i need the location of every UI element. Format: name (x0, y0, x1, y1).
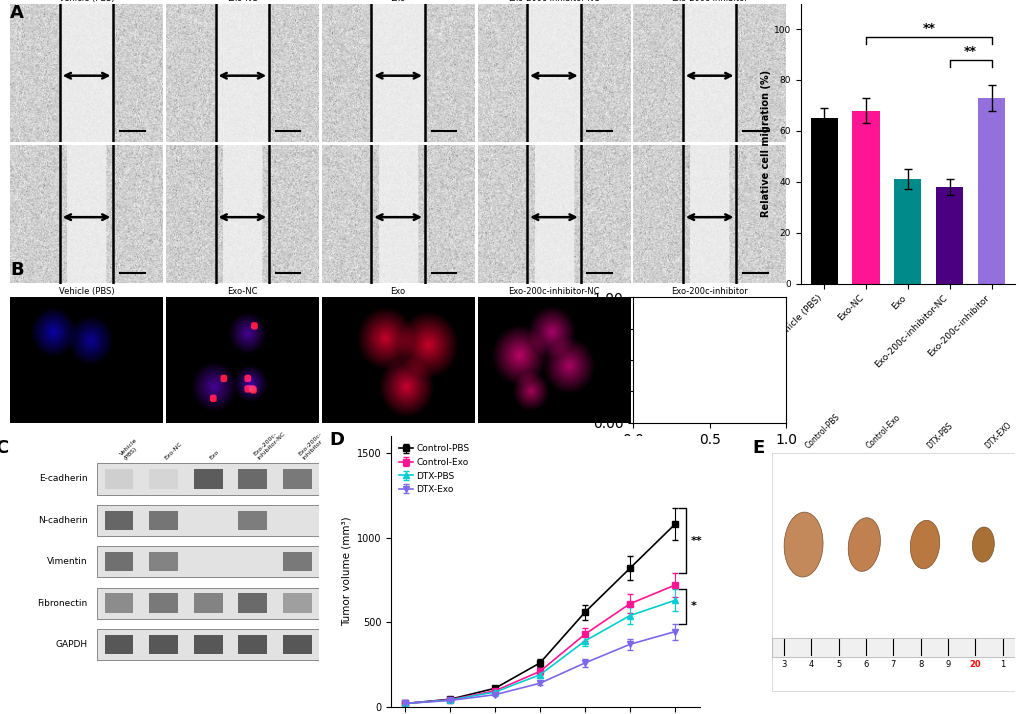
Bar (149, 593, 178, 613)
Bar (282, 635, 311, 654)
Text: GAPDH: GAPDH (55, 640, 88, 649)
Text: 5: 5 (836, 660, 841, 668)
Bar (194, 635, 222, 654)
Text: 1: 1 (1000, 660, 1005, 668)
Text: B: B (10, 261, 23, 278)
Bar (810, 119, 837, 283)
Text: 4: 4 (808, 660, 813, 668)
Text: Vehicle
(PBS): Vehicle (PBS) (119, 437, 143, 461)
Text: Exo-200c-
inhibitor: Exo-200c- inhibitor (297, 431, 326, 461)
Bar (97, 588, 319, 618)
Bar (97, 546, 319, 578)
Bar (237, 593, 267, 613)
Bar (97, 463, 319, 495)
Text: Fibronectin: Fibronectin (38, 598, 88, 608)
Bar (97, 629, 319, 660)
Text: 20: 20 (969, 660, 980, 668)
Title: Exo: Exo (390, 288, 406, 296)
Bar (282, 552, 311, 571)
Bar (935, 187, 962, 283)
Text: Exo: Exo (208, 449, 219, 461)
Bar (771, 453, 1014, 690)
Bar (282, 593, 311, 613)
Text: **: ** (921, 22, 934, 36)
Text: A: A (10, 4, 24, 21)
Bar (194, 593, 222, 613)
Title: Exo-200c-inhibitor: Exo-200c-inhibitor (671, 0, 747, 3)
Title: Exo-200c-inhibitor: Exo-200c-inhibitor (671, 288, 747, 296)
Bar (104, 593, 133, 613)
Title: Exo-200c-inhibitor-NC: Exo-200c-inhibitor-NC (507, 288, 599, 296)
Bar (104, 511, 133, 530)
Bar (237, 511, 267, 530)
Text: Exo-200c-
inhibitor-NC: Exo-200c- inhibitor-NC (253, 427, 286, 461)
Text: 8: 8 (917, 660, 922, 668)
Text: DTX-PBS: DTX-PBS (924, 421, 954, 451)
Ellipse shape (848, 518, 879, 571)
Y-axis label: Relative cell migration (%): Relative cell migration (%) (760, 70, 770, 217)
Bar (149, 469, 178, 488)
Text: N-cadherin: N-cadherin (38, 516, 88, 525)
Y-axis label: Tumor volume (mm³): Tumor volume (mm³) (341, 517, 351, 626)
Ellipse shape (909, 521, 938, 569)
Title: Exo: Exo (390, 0, 406, 3)
Text: **: ** (690, 536, 702, 545)
Bar (149, 552, 178, 571)
Bar (852, 111, 878, 283)
Text: 7: 7 (890, 660, 896, 668)
Bar (149, 511, 178, 530)
Ellipse shape (784, 512, 822, 577)
Text: 9: 9 (945, 660, 950, 668)
Bar (282, 469, 311, 488)
Bar (104, 552, 133, 571)
Bar (771, 638, 1014, 657)
Text: C: C (0, 439, 8, 457)
Title: Vehicle (PBS): Vehicle (PBS) (59, 288, 114, 296)
Text: D: D (329, 431, 344, 449)
Bar (104, 635, 133, 654)
Text: **: ** (963, 45, 976, 59)
Bar (237, 469, 267, 488)
Bar (104, 469, 133, 488)
Text: *: * (690, 601, 696, 611)
Bar (977, 98, 1004, 283)
Title: Vehicle (PBS): Vehicle (PBS) (59, 0, 114, 3)
Text: 3: 3 (781, 660, 786, 668)
Text: Control-PBS: Control-PBS (803, 413, 841, 451)
Text: Exo-NC: Exo-NC (163, 441, 183, 461)
Text: Control-Exo: Control-Exo (863, 413, 901, 451)
Bar (149, 635, 178, 654)
Bar (97, 505, 319, 536)
Text: E-cadherin: E-cadherin (39, 475, 88, 483)
Text: DTX-EXO: DTX-EXO (982, 421, 1013, 451)
Text: E: E (752, 439, 764, 457)
Title: Exo-NC: Exo-NC (227, 0, 258, 3)
Bar (194, 469, 222, 488)
Legend: Control-PBS, Control-Exo, DTX-PBS, DTX-Exo: Control-PBS, Control-Exo, DTX-PBS, DTX-E… (395, 441, 473, 498)
Bar (237, 635, 267, 654)
Text: Vimentin: Vimentin (47, 557, 88, 566)
Title: Exo-NC: Exo-NC (227, 288, 258, 296)
Title: Exo-200c-inhibitor-NC: Exo-200c-inhibitor-NC (507, 0, 599, 3)
Ellipse shape (971, 527, 994, 562)
Text: 6: 6 (863, 660, 868, 668)
Bar (894, 179, 920, 283)
